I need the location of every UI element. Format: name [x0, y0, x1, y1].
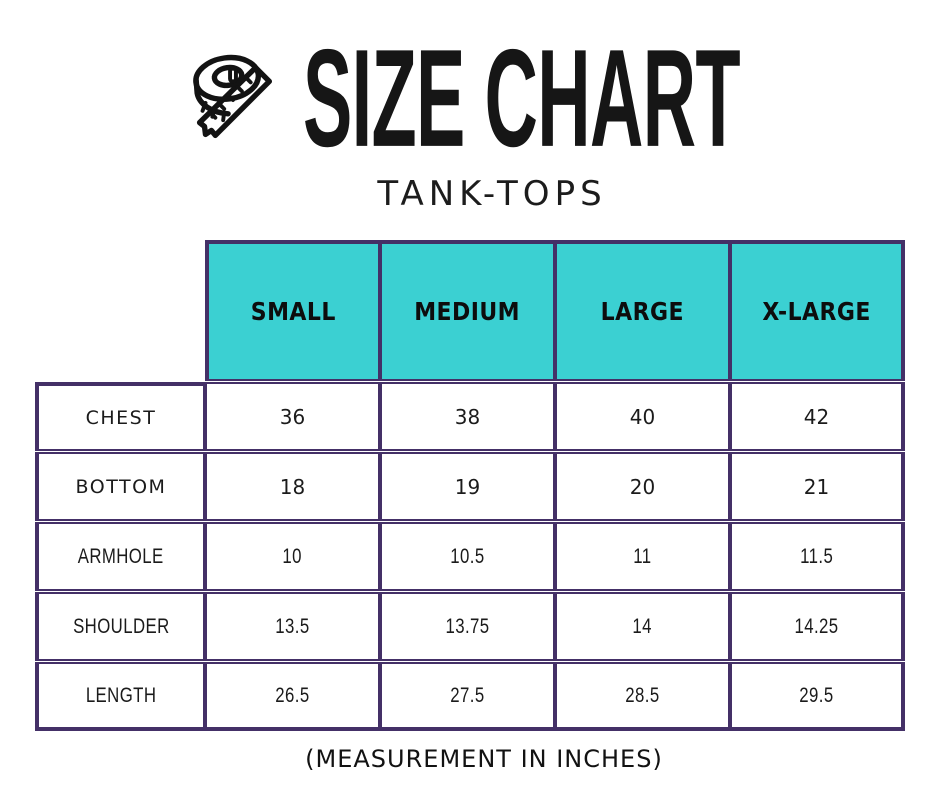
cell-shoulder-medium: 13.75 — [380, 592, 555, 661]
column-header-medium: MEDIUM — [380, 240, 555, 381]
measurement-unit-note: (MEASUREMENT IN INCHES) — [305, 745, 663, 773]
cell-value: 13.75 — [445, 614, 490, 638]
row-label: SHOULDER — [72, 614, 170, 638]
column-header-label: MEDIUM — [414, 297, 521, 326]
cell-armhole-x-large: 11.5 — [730, 522, 905, 591]
column-header-x-large: X-LARGE — [730, 240, 905, 381]
cell-value: 40 — [629, 404, 656, 429]
cell-value: 20 — [629, 474, 656, 499]
column-header-label: X-LARGE — [762, 297, 871, 326]
cell-chest-small: 36 — [205, 382, 380, 451]
cell-armhole-small: 10 — [205, 522, 380, 591]
cell-value: 26.5 — [275, 683, 310, 707]
cell-bottom-large: 20 — [555, 452, 730, 521]
cell-chest-large: 40 — [555, 382, 730, 451]
cell-value: 28.5 — [625, 683, 660, 707]
cell-length-small: 26.5 — [205, 662, 380, 731]
row-label-chest: CHEST — [35, 382, 205, 451]
cell-bottom-small: 18 — [205, 452, 380, 521]
cell-shoulder-small: 13.5 — [205, 592, 380, 661]
column-header-large: LARGE — [555, 240, 730, 381]
row-label: LENGTH — [85, 683, 157, 707]
cell-value: 27.5 — [450, 683, 485, 707]
row-label-length: LENGTH — [35, 662, 205, 731]
row-label-shoulder: SHOULDER — [35, 592, 205, 661]
cell-length-medium: 27.5 — [380, 662, 555, 731]
cell-value: 18 — [279, 474, 306, 499]
cell-length-x-large: 29.5 — [730, 662, 905, 731]
cell-value: 14 — [632, 614, 653, 638]
cell-chest-x-large: 42 — [730, 382, 905, 451]
cell-value: 38 — [454, 404, 481, 429]
cell-length-large: 28.5 — [555, 662, 730, 731]
cell-value: 10.5 — [450, 544, 485, 568]
page-title: SIZE CHART — [303, 20, 741, 176]
row-label: BOTTOM — [75, 475, 167, 498]
measuring-tape-icon — [193, 54, 273, 139]
row-label: ARMHOLE — [78, 544, 164, 568]
cell-value: 13.5 — [275, 614, 310, 638]
title-wrap: SIZE CHART — [303, 29, 761, 168]
row-label-bottom: BOTTOM — [35, 452, 205, 521]
page-subtitle: TANK-TOPS — [377, 174, 607, 214]
cell-armhole-large: 11 — [555, 522, 730, 591]
header: SIZE CHART — [0, 29, 940, 168]
cell-value: 42 — [803, 404, 830, 429]
cell-value: 21 — [803, 474, 830, 499]
cell-value: 11 — [633, 544, 652, 568]
cell-armhole-medium: 10.5 — [380, 522, 555, 591]
cell-value: 19 — [454, 474, 481, 499]
cell-bottom-medium: 19 — [380, 452, 555, 521]
cell-value: 36 — [279, 404, 306, 429]
row-label: CHEST — [85, 406, 157, 429]
cell-value: 14.25 — [794, 614, 839, 638]
column-header-label: LARGE — [600, 297, 685, 326]
cell-value: 29.5 — [799, 683, 834, 707]
size-table: SMALL MEDIUM LARGE X-LARGE CHEST 36 38 4… — [35, 240, 905, 731]
cell-value: 10 — [282, 544, 303, 568]
row-label-armhole: ARMHOLE — [35, 522, 205, 591]
column-header-label: SMALL — [250, 297, 337, 326]
cell-value: 11.5 — [799, 544, 834, 568]
table-corner-blank — [35, 240, 205, 381]
cell-chest-medium: 38 — [380, 382, 555, 451]
cell-shoulder-large: 14 — [555, 592, 730, 661]
column-header-small: SMALL — [205, 240, 380, 381]
cell-shoulder-x-large: 14.25 — [730, 592, 905, 661]
cell-bottom-x-large: 21 — [730, 452, 905, 521]
